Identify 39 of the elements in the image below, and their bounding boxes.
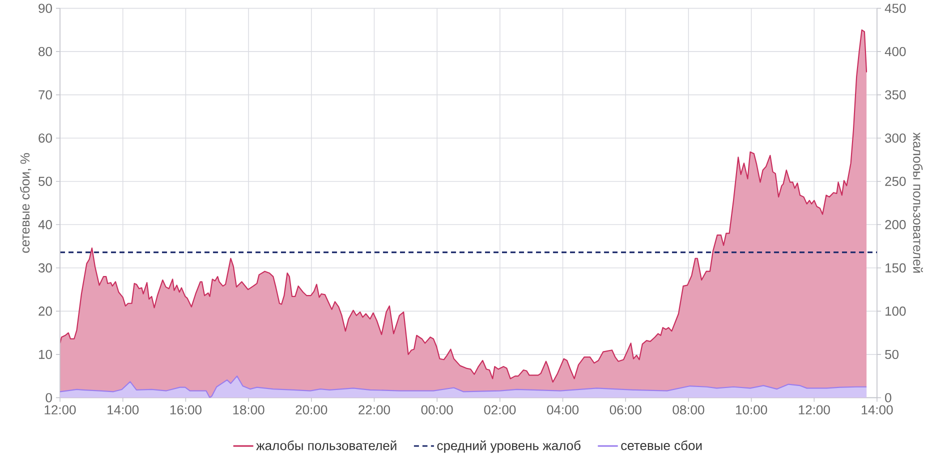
x-tick-label: 06:00 xyxy=(610,405,642,414)
y-tick-label: 10 xyxy=(38,350,52,360)
y2-tick-label: 250 xyxy=(885,176,906,186)
y-tick-label: 20 xyxy=(38,306,52,316)
y-tick-label: 40 xyxy=(38,220,52,230)
y-tick-label: 0 xyxy=(46,393,52,402)
y2-tick-label: 150 xyxy=(886,263,906,272)
y2-tick-label: 300 xyxy=(885,133,906,143)
y-tick-label: 80 xyxy=(38,46,52,56)
x-tick-label: 00:00 xyxy=(421,405,453,414)
y2-tick-label: 400 xyxy=(884,46,906,56)
x-tick-label: 10:00 xyxy=(736,405,768,414)
x-tick-label: 12:00 xyxy=(44,405,76,414)
y2-tick-label: 0 xyxy=(885,393,892,402)
y-tick-label: 70 xyxy=(38,90,52,100)
y2-tick-label: 450 xyxy=(884,4,906,13)
y-tick-label: 60 xyxy=(38,133,52,143)
y2-axis-title: жалобы пользователей xyxy=(913,132,923,273)
x-tick-label: 14:00 xyxy=(862,405,893,414)
y2-tick-label: 100 xyxy=(886,306,906,316)
x-tick-label: 18:00 xyxy=(233,405,264,414)
x-tick-label: 16:00 xyxy=(170,405,202,414)
y2-tick-label: 50 xyxy=(885,350,898,360)
x-tick-label: 08:00 xyxy=(672,405,704,414)
y-tick-label: 90 xyxy=(38,4,52,13)
y-tick-label: 30 xyxy=(38,263,52,272)
x-tick-label: 22:00 xyxy=(358,405,390,414)
x-tick-label: 04:00 xyxy=(547,405,579,414)
y2-tick-label: 350 xyxy=(885,90,906,100)
y-axis-title: сетевые сбои, % xyxy=(20,153,32,253)
x-tick-label: 14:00 xyxy=(108,405,139,414)
legend-label: сетевые сбои xyxy=(621,440,702,450)
y2-tick-label: 200 xyxy=(885,220,906,230)
legend-label: средний уровень жалоб xyxy=(437,440,580,453)
x-tick-label: 20:00 xyxy=(296,405,328,414)
x-tick-label: 02:00 xyxy=(484,405,516,414)
y-tick-label: 50 xyxy=(38,176,52,186)
legend-label: жалобы пользователей xyxy=(256,440,396,450)
x-tick-label: 12:00 xyxy=(798,405,830,414)
